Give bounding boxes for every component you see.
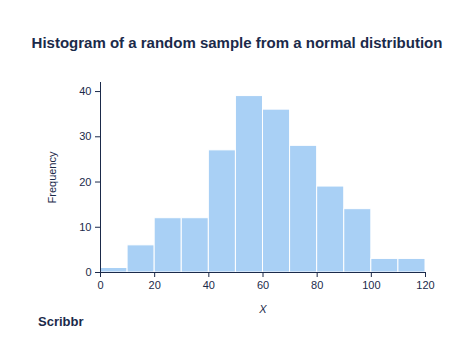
- svg-text:0: 0: [97, 279, 103, 291]
- svg-text:30: 30: [79, 130, 91, 142]
- svg-text:20: 20: [149, 279, 161, 291]
- svg-text:40: 40: [203, 279, 215, 291]
- svg-text:120: 120: [416, 279, 434, 291]
- svg-text:60: 60: [257, 279, 269, 291]
- svg-text:10: 10: [79, 221, 91, 233]
- svg-text:0: 0: [85, 266, 91, 278]
- svg-text:100: 100: [362, 279, 380, 291]
- svg-text:20: 20: [79, 176, 91, 188]
- html-text:Scribbr: Scribbr: [38, 314, 84, 329]
- html-text:Histogram of a random sample f: Histogram of a random sample from a norm…: [31, 34, 443, 51]
- svg-text:80: 80: [311, 279, 323, 291]
- svg-text:40: 40: [79, 85, 91, 97]
- svg-text:Frequency: Frequency: [46, 151, 58, 203]
- svg-text:X: X: [258, 303, 267, 315]
